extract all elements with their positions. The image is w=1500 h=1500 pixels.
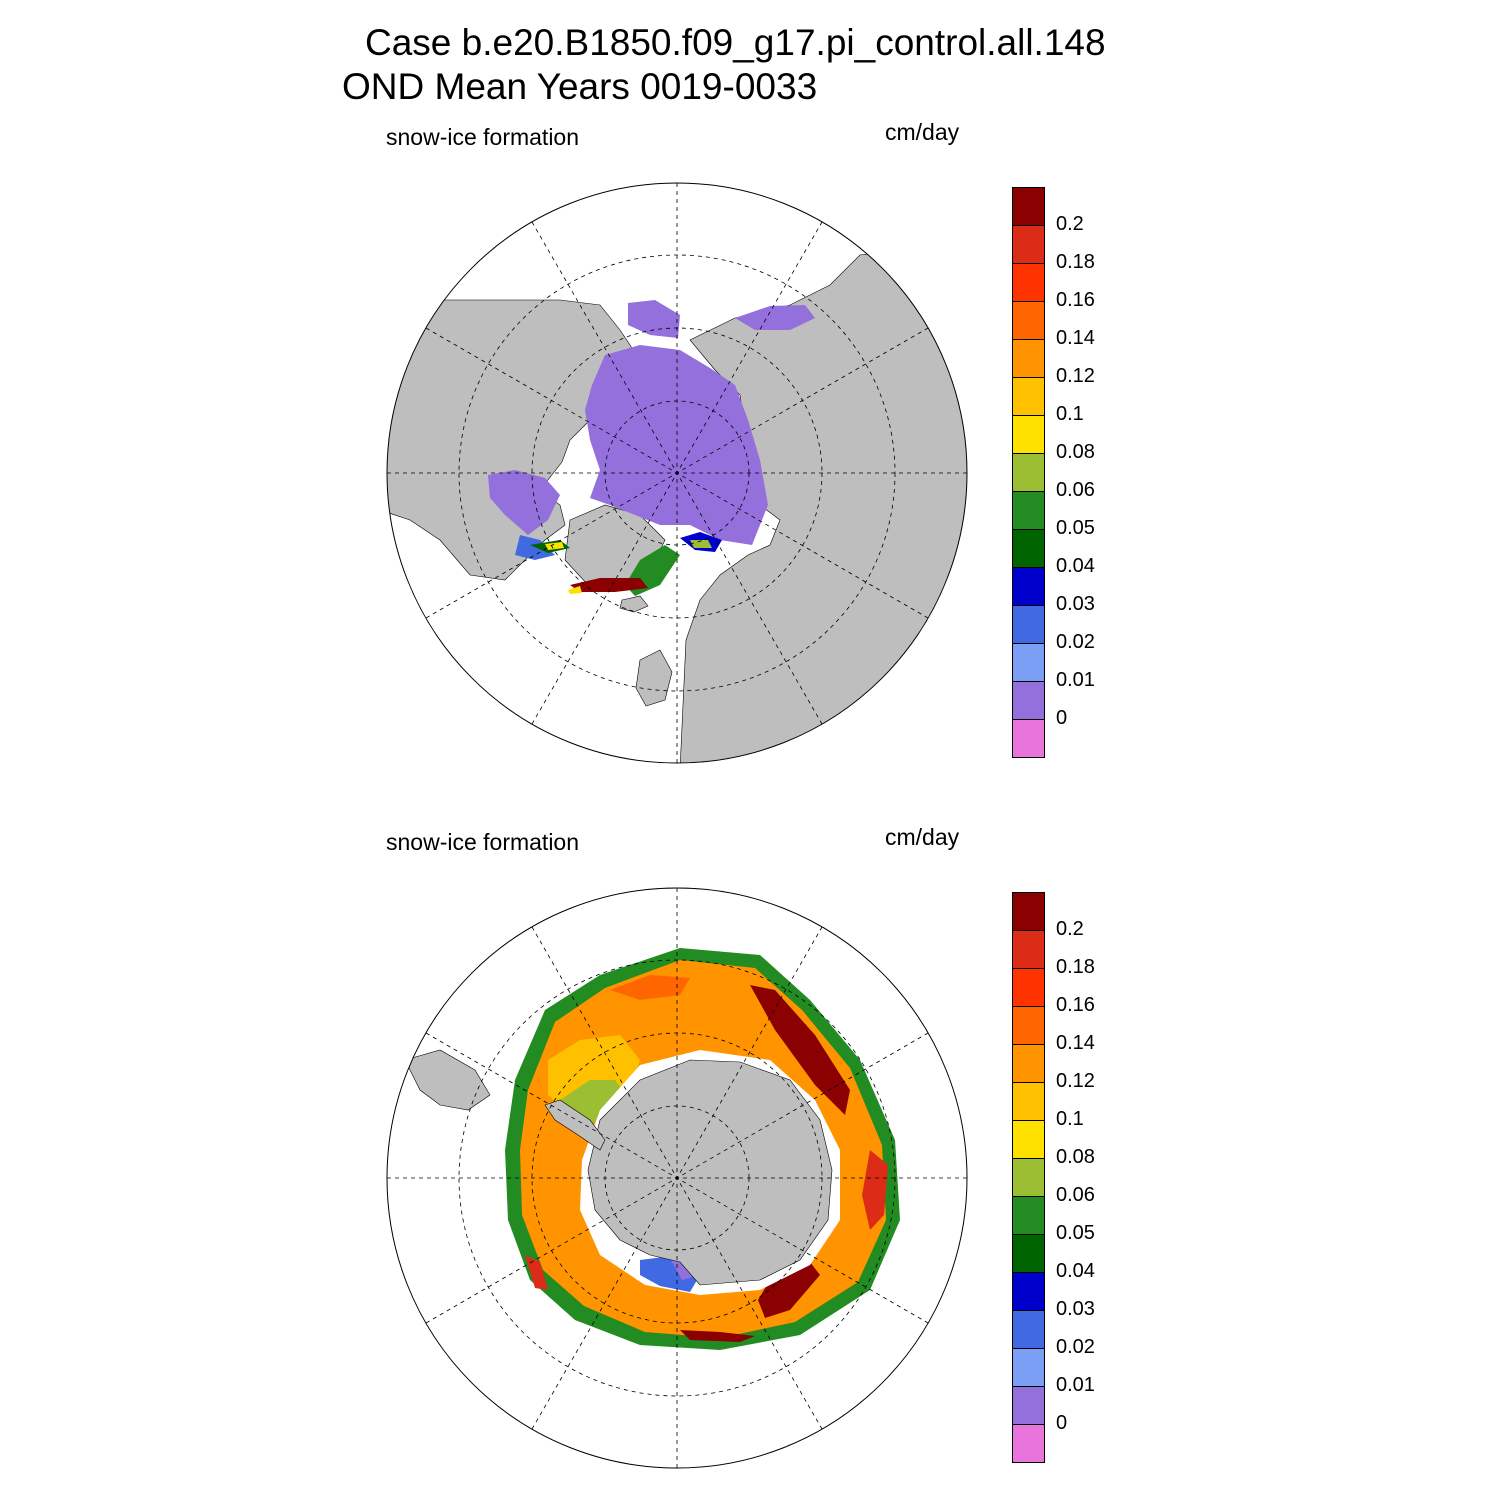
colorbar-swatch bbox=[1012, 892, 1045, 931]
colorbar-swatch bbox=[1012, 643, 1045, 682]
colorbar-tick-label: 0.05 bbox=[1056, 1222, 1095, 1244]
plot-title-case: Case b.e20.B1850.f09_g17.pi_control.all.… bbox=[365, 22, 1106, 63]
south-graticule bbox=[387, 888, 967, 1468]
colorbar-swatch bbox=[1012, 1386, 1045, 1425]
colorbar-swatch bbox=[1012, 1082, 1045, 1121]
south-snow-ice-east-band bbox=[862, 1150, 888, 1230]
colorbar-swatch bbox=[1012, 1348, 1045, 1387]
colorbar-tick-label: 0.01 bbox=[1056, 1374, 1095, 1396]
colorbar-swatch bbox=[1012, 263, 1045, 302]
colorbar-tick-label: 0.04 bbox=[1056, 1260, 1095, 1282]
south-units-label: cm/day bbox=[885, 824, 960, 850]
colorbar-swatch bbox=[1012, 1234, 1045, 1273]
colorbar-swatch bbox=[1012, 1120, 1045, 1159]
plot-title-period: OND Mean Years 0019-0033 bbox=[342, 66, 818, 107]
colorbar-tick-label: 0.02 bbox=[1056, 1336, 1095, 1358]
colorbar-tick-label: 0.03 bbox=[1056, 593, 1095, 615]
colorbar-swatch bbox=[1012, 1044, 1045, 1083]
colorbar-tick-label: 0 bbox=[1056, 707, 1068, 729]
colorbar-swatch bbox=[1012, 605, 1045, 644]
north-snow-ice-labrador bbox=[515, 535, 555, 560]
north-graticule bbox=[387, 183, 967, 763]
colorbar-swatch bbox=[1012, 453, 1045, 492]
colorbar-swatch bbox=[1012, 377, 1045, 416]
south-variable-label: snow-ice formation bbox=[386, 829, 580, 855]
colorbar-swatch bbox=[1012, 567, 1045, 606]
colorbar-tick-label: 0.14 bbox=[1056, 327, 1095, 349]
colorbar-swatch bbox=[1012, 681, 1045, 720]
north-land-british-isles bbox=[635, 649, 673, 707]
colorbar-swatch bbox=[1012, 415, 1045, 454]
south-land-antarctica bbox=[587, 1059, 833, 1286]
colorbar-tick-label: 0.04 bbox=[1056, 555, 1095, 577]
colorbar-tick-label: 0 bbox=[1056, 1412, 1068, 1434]
colorbar-tick-label: 0.1 bbox=[1056, 1108, 1084, 1130]
colorbar-tick-label: 0.2 bbox=[1056, 213, 1084, 235]
north-snow-ice-labrador-peak bbox=[545, 542, 564, 550]
north-variable-label: snow-ice formation bbox=[386, 124, 580, 150]
colorbar-swatch bbox=[1012, 491, 1045, 530]
colorbar-swatch bbox=[1012, 1424, 1045, 1463]
colorbar-swatch bbox=[1012, 1196, 1045, 1235]
colorbar-swatch bbox=[1012, 1310, 1045, 1349]
colorbar-tick-label: 0.02 bbox=[1056, 631, 1095, 653]
colorbar-swatch bbox=[1012, 1272, 1045, 1311]
colorbar-tick-label: 0.2 bbox=[1056, 918, 1084, 940]
north-polar-map bbox=[386, 182, 968, 764]
north-land-iceland bbox=[619, 595, 649, 613]
colorbar-tick-label: 0.05 bbox=[1056, 517, 1095, 539]
colorbar-tick-label: 0.18 bbox=[1056, 251, 1095, 273]
colorbar-swatch bbox=[1012, 968, 1045, 1007]
colorbar-tick-label: 0.16 bbox=[1056, 994, 1095, 1016]
colorbar-tick-label: 0.16 bbox=[1056, 289, 1095, 311]
colorbar-tick-label: 0.08 bbox=[1056, 441, 1095, 463]
colorbar-swatch bbox=[1012, 301, 1045, 340]
north-snow-ice-denmark-strait-edge bbox=[568, 586, 582, 594]
north-snow-ice-hudson bbox=[488, 470, 560, 535]
south-land-south-america bbox=[404, 1049, 491, 1111]
south-polar-map bbox=[386, 887, 968, 1469]
south-land-antarctic-peninsula bbox=[544, 1099, 606, 1151]
colorbar-swatch bbox=[1012, 529, 1045, 568]
north-map-border bbox=[386, 182, 968, 764]
colorbar-tick-label: 0.06 bbox=[1056, 1184, 1095, 1206]
colorbar-tick-label: 0.12 bbox=[1056, 1070, 1095, 1092]
colorbar-swatch bbox=[1012, 930, 1045, 969]
colorbar-tick-label: 0.12 bbox=[1056, 365, 1095, 387]
south-map-border bbox=[386, 887, 968, 1469]
colorbar-swatch bbox=[1012, 1158, 1045, 1197]
north-snow-ice-arctic bbox=[585, 345, 768, 545]
colorbar-tick-label: 0.06 bbox=[1056, 479, 1095, 501]
colorbar-tick-label: 0.03 bbox=[1056, 1298, 1095, 1320]
colorbar-tick-label: 0.14 bbox=[1056, 1032, 1095, 1054]
colorbar-tick-label: 0.01 bbox=[1056, 669, 1095, 691]
north-snow-ice-okhotsk bbox=[735, 305, 815, 330]
south-snow-ice-top-band bbox=[610, 975, 690, 1000]
colorbar-swatch bbox=[1012, 339, 1045, 378]
colorbar-swatch bbox=[1012, 187, 1045, 226]
south-snow-ice-ross-band bbox=[750, 985, 850, 1115]
north-snow-ice-fram-peak bbox=[690, 540, 712, 548]
colorbar-tick-label: 0.1 bbox=[1056, 403, 1084, 425]
colorbar-swatch bbox=[1012, 719, 1045, 758]
north-units-label: cm/day bbox=[885, 119, 960, 145]
colorbar-tick-label: 0.18 bbox=[1056, 956, 1095, 978]
colorbar-swatch bbox=[1012, 1006, 1045, 1045]
colorbar-tick-label: 0.08 bbox=[1056, 1146, 1095, 1168]
colorbar-swatch bbox=[1012, 225, 1045, 264]
south-snow-ice-pacific-band bbox=[758, 1262, 820, 1318]
south-snow-ice-south-band bbox=[680, 1330, 755, 1342]
south-snow-ice-weddell-band bbox=[525, 1255, 548, 1290]
